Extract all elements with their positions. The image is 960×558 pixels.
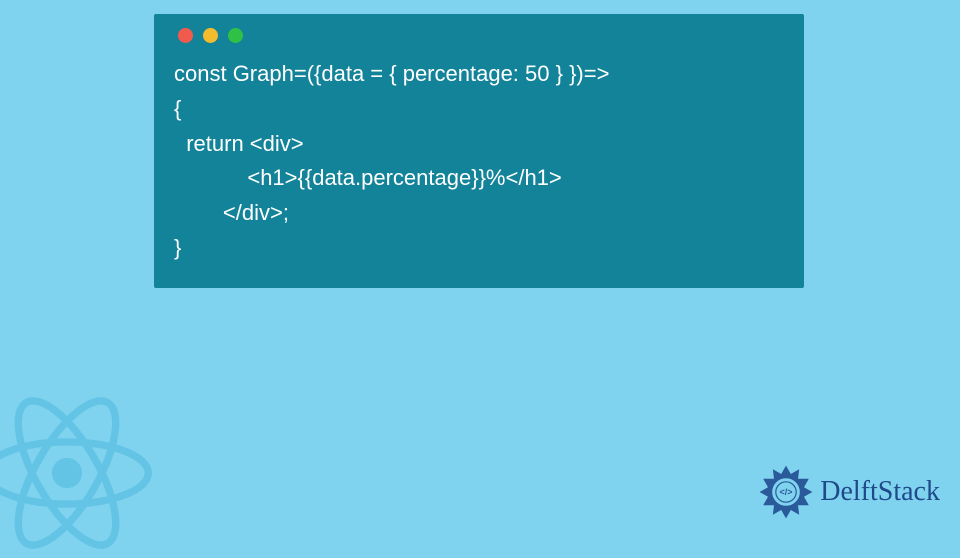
brand-logo: </> DelftStack — [756, 462, 940, 522]
window-controls — [178, 28, 786, 43]
svg-text:</>: </> — [780, 487, 793, 497]
brand-name: DelftStack — [820, 476, 940, 508]
maximize-dot[interactable] — [228, 28, 243, 43]
delftstack-icon: </> — [756, 462, 816, 522]
close-dot[interactable] — [178, 28, 193, 43]
react-logo-icon — [0, 388, 152, 558]
code-content: const Graph=({data = { percentage: 50 } … — [172, 57, 786, 266]
brand-name-part1: Delft — [820, 476, 878, 507]
code-window: const Graph=({data = { percentage: 50 } … — [154, 14, 804, 288]
brand-name-part2: Stack — [878, 476, 940, 507]
minimize-dot[interactable] — [203, 28, 218, 43]
